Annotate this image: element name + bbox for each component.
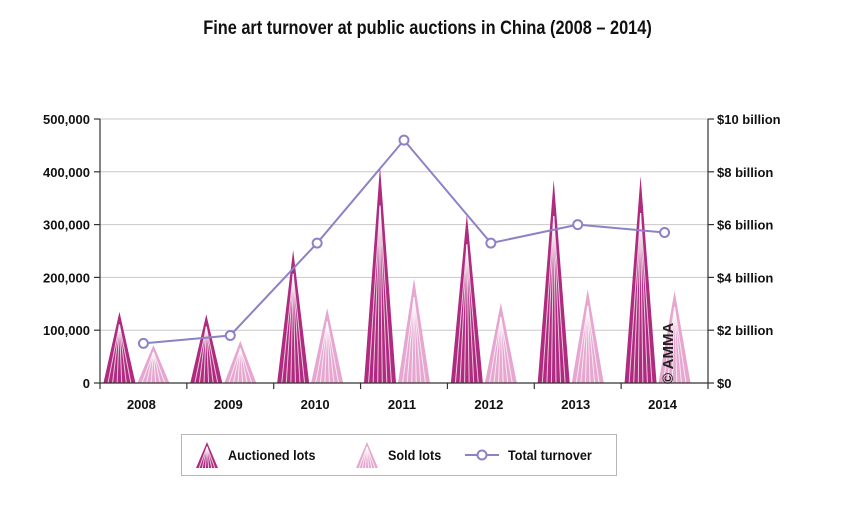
bar-sold-2012 — [484, 302, 517, 384]
copyright-annotation: © AMMA — [660, 300, 680, 384]
x-tick-label: 2012 — [474, 397, 503, 412]
turnover-point-2014 — [659, 227, 671, 239]
y-right-tick-label: $6 billion — [717, 218, 773, 233]
y-left-tick-label: 300,000 — [43, 218, 90, 233]
turnover-point-2009 — [224, 329, 236, 341]
legend-label-auctioned: Auctioned lots — [228, 447, 316, 463]
turnover-point-2011 — [398, 134, 410, 146]
bar-sold-2011 — [398, 278, 430, 384]
y-left-tick-label: 500,000 — [43, 112, 90, 127]
pyramid-icon-light — [356, 442, 378, 469]
bar-auctioned-2011 — [364, 166, 396, 384]
legend-item-auctioned: Auctioned lots — [194, 435, 325, 475]
y-right-tick-label: $10 billion — [717, 112, 781, 127]
x-tick-label: 2009 — [214, 397, 243, 412]
bars — [103, 166, 691, 384]
turnover-line — [137, 134, 671, 349]
y-left-tick-label: 400,000 — [43, 165, 90, 180]
turnover-point-2010 — [311, 237, 323, 249]
x-tick-label: 2011 — [388, 397, 416, 412]
y-right-tick-label: $8 billion — [717, 165, 773, 180]
x-tick-label: 2010 — [301, 397, 330, 412]
copyright-text: © AMMA — [660, 322, 677, 384]
turnover-point-2013 — [572, 219, 584, 231]
gridlines — [100, 118, 708, 331]
y-left-tick-label: 0 — [83, 376, 90, 391]
bar-auctioned-2014 — [624, 176, 657, 384]
bar-auctioned-2012 — [450, 214, 483, 384]
bar-auctioned-2013 — [537, 179, 570, 384]
legend-swatch-auctioned — [196, 442, 218, 469]
bar-auctioned-2009 — [190, 314, 223, 384]
legend-item-turnover: Total turnover — [464, 435, 601, 475]
line-marker-icon — [465, 449, 499, 461]
tick-labels: 0 100,000 200,000 300,000 400,000 500,000 $0 $2… — [43, 112, 781, 412]
turnover-point-2012 — [485, 237, 497, 249]
pyramid-icon-dark — [196, 442, 218, 469]
y-right-tick-label: $2 billion — [717, 323, 773, 338]
legend-label-turnover: Total turnover — [508, 447, 592, 463]
legend-swatch-turnover-marker — [476, 449, 488, 461]
legend-label-sold: Sold lots — [388, 447, 442, 463]
chart-title: Fine art turnover at public auctions in … — [203, 18, 652, 39]
bar-sold-2013 — [571, 289, 604, 384]
bar-sold-2009 — [224, 340, 257, 384]
x-tick-label: 2013 — [561, 397, 590, 412]
bar-auctioned-2010 — [277, 249, 310, 384]
bar-auctioned-2008 — [103, 311, 136, 384]
legend-swatch-sold — [356, 442, 378, 469]
bar-sold-2014 — [658, 290, 691, 384]
bar-sold-2010 — [311, 308, 344, 384]
bar-sold-2008 — [137, 344, 170, 384]
legend: Auctioned lots Sold lots Total turnover — [181, 434, 617, 476]
x-tick-label: 2008 — [127, 397, 156, 412]
axes — [94, 118, 714, 389]
y-right-tick-label: $0 — [717, 376, 731, 391]
legend-item-sold: Sold lots — [354, 435, 447, 475]
x-tick-label: 2014 — [648, 397, 678, 412]
y-left-tick-label: 200,000 — [43, 270, 90, 285]
turnover-point-2008 — [137, 337, 149, 349]
y-left-tick-label: 100,000 — [43, 323, 90, 338]
y-right-tick-label: $4 billion — [717, 270, 773, 285]
